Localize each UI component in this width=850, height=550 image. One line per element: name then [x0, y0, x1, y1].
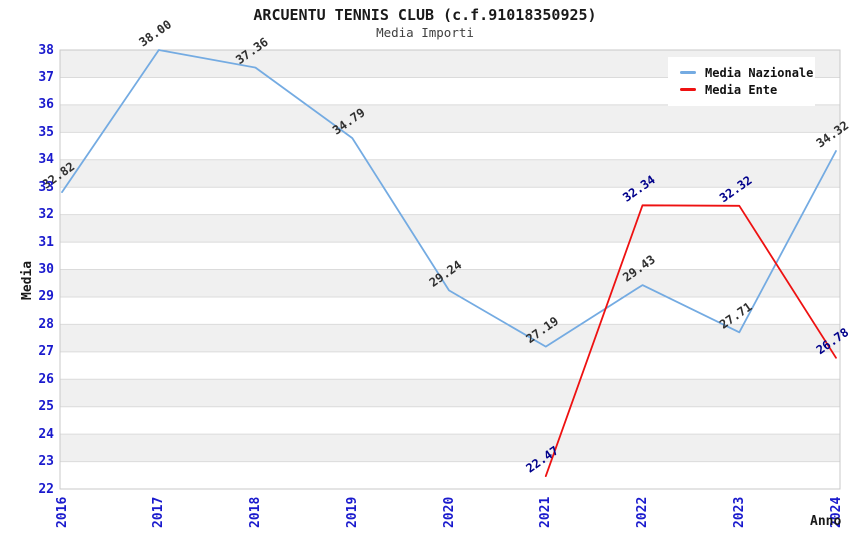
y-tick-label: 32: [38, 207, 54, 223]
y-tick-label: 36: [38, 97, 54, 113]
legend: Media Nazionale Media Ente: [668, 57, 815, 106]
y-tick-label: 31: [38, 234, 54, 250]
y-tick-label: 27: [38, 344, 54, 360]
series-line-media-nazionale: [61, 49, 837, 348]
x-axis-label: Anno: [810, 514, 842, 529]
y-tick-label: 29: [38, 289, 54, 305]
legend-label: Media Nazionale: [705, 65, 814, 80]
x-tick-label: 2023: [731, 496, 747, 528]
x-tick-label: 2018: [248, 496, 263, 528]
legend-label: Media Ente: [705, 82, 778, 97]
legend-swatch-blue-line-icon: [680, 71, 696, 74]
plot-border: [59, 49, 841, 490]
background-band: [60, 104, 840, 133]
y-tick-label: 24: [38, 426, 54, 442]
y-tick-label: 28: [38, 316, 54, 332]
y-tick-label: 33: [38, 179, 54, 195]
x-tick-label: 2021: [538, 496, 554, 528]
x-tick-label: 2022: [635, 496, 650, 528]
background-band: [60, 159, 840, 188]
chart-subtitle: Media Importi: [376, 25, 474, 40]
y-tick-label: 37: [38, 69, 54, 85]
x-tick-label: 2017: [151, 496, 167, 528]
y-tick-label: 30: [38, 262, 54, 277]
y-tick-label: 35: [38, 124, 54, 140]
y-tick-label: 22: [38, 481, 54, 497]
y-tick-label: 26: [38, 371, 54, 387]
background-band: [60, 379, 840, 407]
legend-swatch-red-line-icon: [680, 88, 696, 91]
x-tick-label: 2020: [441, 496, 457, 528]
background-band: [60, 434, 840, 462]
legend-entry-media-ente: Media Ente: [680, 82, 805, 97]
point-label: 38.00: [136, 17, 174, 49]
chart-title: ARCUENTU TENNIS CLUB (c.f.91018350925): [253, 6, 597, 24]
x-tick-label: 2019: [344, 496, 360, 528]
y-tick-label: 23: [38, 454, 54, 470]
series-line-media-ente: [544, 204, 837, 478]
y-tick-label: 34: [38, 152, 54, 168]
x-tick-label: 2016: [54, 496, 70, 528]
background-band: [60, 269, 840, 297]
background-band: [60, 324, 840, 352]
legend-entry-media-nazionale: Media Nazionale: [680, 65, 813, 80]
y-tick-label: 38: [38, 42, 54, 58]
y-tick-label: 25: [38, 399, 54, 415]
background-band: [60, 214, 840, 243]
